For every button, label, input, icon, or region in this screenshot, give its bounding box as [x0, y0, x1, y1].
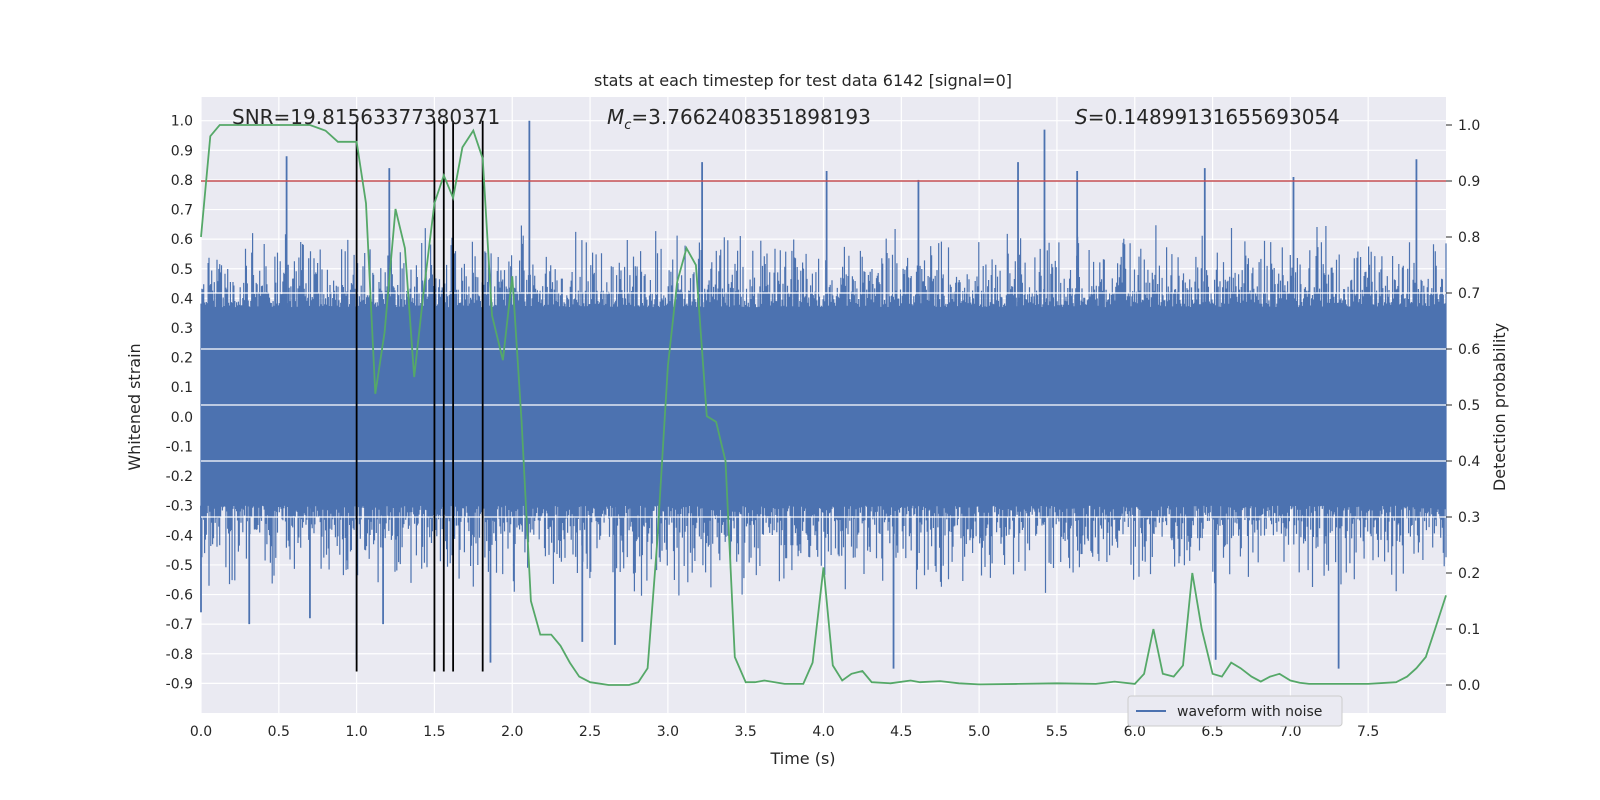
y-left-tick-label: -0.1	[166, 439, 193, 455]
x-tick-label: 3.5	[735, 724, 757, 740]
y-left-tick-label: -0.4	[166, 528, 193, 544]
y-left-tick-label: 0.1	[171, 380, 193, 396]
chirp-mass-symbol: M	[607, 105, 624, 129]
y-left-tick-label: 1.0	[171, 114, 193, 130]
y-right-tick-label: 0.0	[1458, 678, 1480, 694]
x-tick-label: 1.0	[345, 724, 367, 740]
y-left-tick-label: -0.7	[166, 617, 193, 633]
waveform-core-band	[201, 307, 1446, 506]
s-annotation: S=0.14899131655693054	[1075, 105, 1340, 129]
snr-annotation: SNR=19.81563377380371	[232, 105, 500, 129]
y-right-tick-label: 0.3	[1458, 510, 1480, 526]
x-axis-label: Time (s)	[769, 749, 835, 768]
legend-box	[1127, 695, 1343, 727]
legend-label: waveform with noise	[1177, 704, 1322, 720]
y-right-tick-label: 0.5	[1458, 398, 1480, 414]
legend: waveform with noise	[1127, 695, 1343, 727]
x-tick-label: 2.5	[579, 724, 601, 740]
probability-line	[200, 124, 1447, 686]
chirp-mass-value: =3.7662408351898193	[631, 105, 870, 129]
x-tick-label: 6.5	[1201, 724, 1223, 740]
y-right-tick-label: 0.1	[1458, 622, 1480, 638]
chirp-mass-subscript: c	[624, 118, 631, 133]
vertical-markers	[355, 120, 484, 672]
chart-title: stats at each timestep for test data 614…	[594, 71, 1012, 90]
y-left-tick-label: 0.0	[171, 410, 193, 426]
y-left-tick-label: -0.3	[166, 499, 193, 515]
x-tick-label: 3.0	[657, 724, 679, 740]
s-symbol: S	[1075, 105, 1088, 129]
y-left-tick-label: 0.9	[171, 143, 193, 159]
x-tick-label: 1.5	[423, 724, 445, 740]
y-left-tick-label: 0.2	[171, 351, 193, 367]
y-right-tick-label: 0.7	[1458, 286, 1480, 302]
x-tick-label: 7.5	[1357, 724, 1379, 740]
y-left-tick-label: 0.8	[171, 173, 193, 189]
y-left-tick-label: 0.5	[171, 262, 193, 278]
detection-probability-series	[200, 124, 1447, 686]
y-axis-left-ticks: 1.0 0.9 0.8 0.7 0.6 0.5 0.4 0.3 0.2 0.1 0.0 -0.1 -0.…	[166, 114, 193, 693]
x-tick-label: 0.0	[190, 724, 212, 740]
y-left-tick-label: 0.4	[171, 291, 193, 307]
x-tick-label: 5.5	[1046, 724, 1068, 740]
x-tick-label: 0.5	[268, 724, 290, 740]
x-tick-label: 5.0	[968, 724, 990, 740]
y-left-tick-label: -0.6	[166, 588, 193, 604]
s-value: =0.14899131655693054	[1088, 105, 1340, 129]
y-axis-right-ticks: 1.0 0.9 0.8 0.7 0.6 0.5 0.4 0.3 0.2 0.1 0.0	[1446, 118, 1480, 694]
y-left-tick-label: -0.2	[166, 469, 193, 485]
y-right-tick-label: 0.9	[1458, 174, 1480, 190]
x-axis-ticks: 0.0 0.5 1.0 1.5 2.0 2.5 3.0 3.5 4.0 4.5 5.0 5.5 6.0 6…	[190, 724, 1379, 740]
y-axis-right-label: Detection probability	[1490, 323, 1509, 491]
y-left-tick-label: -0.8	[166, 647, 193, 663]
x-tick-label: 4.5	[890, 724, 912, 740]
y-right-tick-label: 0.8	[1458, 230, 1480, 246]
waveform-series	[200, 120, 1447, 669]
y-right-tick-label: 0.6	[1458, 342, 1480, 358]
y-left-tick-label: -0.5	[166, 558, 193, 574]
x-tick-label: 7.0	[1279, 724, 1301, 740]
y-right-tick-label: 0.2	[1458, 566, 1480, 582]
x-tick-label: 4.0	[812, 724, 834, 740]
y-right-tick-label: 0.4	[1458, 454, 1480, 470]
y-left-tick-label: 0.6	[171, 232, 193, 248]
chirp-mass-annotation: Mc=3.7662408351898193	[607, 105, 871, 133]
y-left-tick-label: 0.7	[171, 203, 193, 219]
x-tick-label: 2.0	[501, 724, 523, 740]
y-left-tick-label: 0.3	[171, 321, 193, 337]
y-axis-left-label: Whitened strain	[125, 343, 144, 470]
x-tick-label: 6.0	[1124, 724, 1146, 740]
y-right-tick-label: 1.0	[1458, 118, 1480, 134]
y-left-tick-label: -0.9	[166, 676, 193, 692]
